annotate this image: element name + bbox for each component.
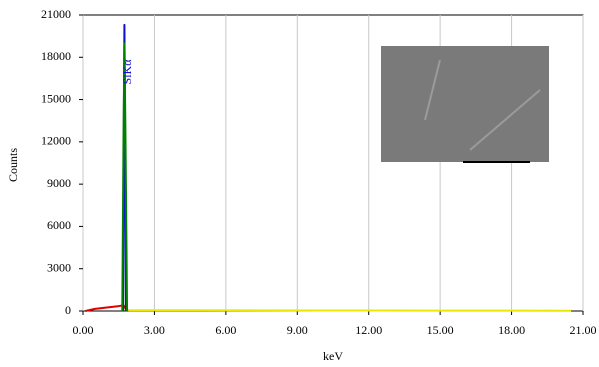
x-tick-label: 0.00 [73,323,94,337]
y-tick-label: 15000 [41,91,71,105]
peak-annotation: SiKα [120,59,134,85]
x-tick-label: 21.00 [570,323,597,337]
y-tick-label: 6000 [47,218,71,232]
x-tick-label: 15.00 [427,323,454,337]
x-tick-label: 6.00 [215,323,236,337]
y-tick-label: 21000 [41,7,71,21]
y-tick-label: 3000 [47,260,71,274]
x-tick-label: 9.00 [287,323,308,337]
y-tick-label: 12000 [41,134,71,148]
y-axis-label: Counts [6,148,20,182]
x-tick-label: 18.00 [498,323,525,337]
y-tick-label: 9000 [47,176,71,190]
chart: SiKα keV Counts 0.00 3.00 6.00 9.00 12.00 15.… [0,0,599,367]
y-tick-label: 0 [65,303,71,317]
x-tick-label: 3.00 [144,323,165,337]
spectrum-line [85,305,127,311]
x-tick-label: 12.00 [355,323,382,337]
y-tick-label: 18000 [41,49,71,63]
x-axis-label: keV [323,349,343,363]
